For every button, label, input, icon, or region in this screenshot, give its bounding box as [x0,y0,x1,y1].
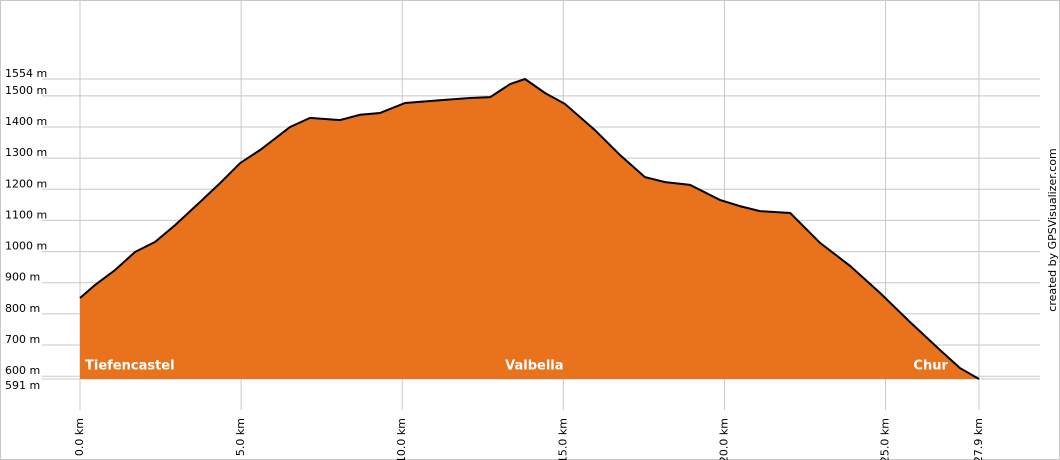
elevation-area [80,79,979,379]
elevation-line [79,77,980,380]
y-tick-label: 591 m [5,379,40,392]
y-tick-label: 1300 m [5,146,47,159]
waypoint-label: Chur [913,359,948,374]
waypoint-label: Tiefencastel [85,359,175,374]
y-tick-label: 1100 m [5,208,47,221]
y-tick-label: 700 m [5,333,40,346]
y-tick-label: 900 m [5,271,40,284]
y-tick-label: 1400 m [5,115,47,128]
x-tick-label: 25.0 km [879,418,892,460]
y-tick-label: 1554 m [5,67,47,80]
credit: created by GPSVisualizer.com [1046,148,1059,311]
x-tick-label: 5.0 km [234,418,247,456]
y-tick-label: 1000 m [5,240,47,253]
x-tick-label: 10.0 km [395,418,408,460]
y-tick-label: 600 m [5,364,40,377]
waypoint-label: Valbella [505,359,563,374]
y-tick-label: 800 m [5,302,40,315]
x-tick-label: 0.0 km [73,418,86,456]
y-tick-label: 1200 m [5,177,47,190]
x-tick-label: 20.0 km [717,418,730,460]
x-tick-label: 27.9 km [972,418,985,460]
y-tick-label: 1500 m [5,84,47,97]
x-tick-label: 15.0 km [556,418,569,460]
